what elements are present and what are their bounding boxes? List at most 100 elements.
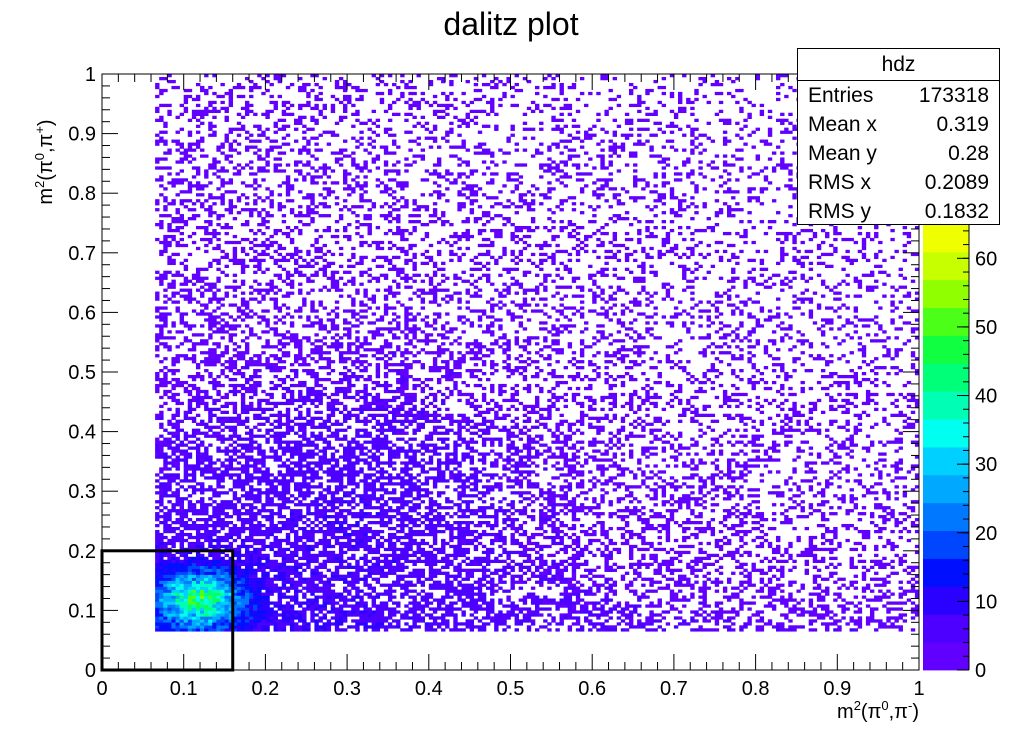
heat-cell bbox=[306, 261, 311, 266]
heat-cell bbox=[236, 571, 242, 575]
heat-cell bbox=[265, 148, 270, 152]
heat-cell bbox=[257, 369, 262, 373]
heat-cell bbox=[347, 333, 352, 337]
heat-cell bbox=[347, 82, 352, 87]
heat-cell bbox=[183, 613, 189, 617]
heat-cell bbox=[191, 556, 197, 561]
heat-cell bbox=[212, 163, 217, 167]
heat-cell bbox=[363, 485, 368, 489]
heat-cell bbox=[249, 434, 254, 438]
heat-cell bbox=[347, 237, 352, 242]
heat-cell bbox=[249, 407, 254, 412]
heat-cell bbox=[355, 88, 360, 93]
heat-cell bbox=[159, 613, 164, 617]
heat-cell bbox=[212, 91, 217, 96]
heat-cell bbox=[269, 407, 274, 412]
heat-cell bbox=[224, 595, 229, 599]
heat-cell bbox=[294, 512, 299, 516]
heat-cell bbox=[289, 595, 295, 599]
heat-cell bbox=[289, 580, 295, 584]
heat-cell bbox=[285, 556, 291, 561]
heat-cell bbox=[240, 223, 246, 227]
heat-cell bbox=[175, 425, 180, 429]
heat-cell bbox=[179, 497, 184, 501]
heat-cell bbox=[375, 515, 381, 519]
heat-cell bbox=[159, 327, 164, 331]
heat-cell bbox=[277, 565, 283, 569]
heat-cell bbox=[351, 500, 356, 504]
heat-cell bbox=[347, 440, 352, 444]
heat-cell bbox=[253, 413, 258, 417]
heat-cell bbox=[347, 556, 352, 561]
heat-cell bbox=[379, 610, 385, 614]
heat-cell bbox=[371, 425, 376, 429]
heat-cell bbox=[195, 398, 201, 403]
heat-cell bbox=[269, 589, 274, 593]
heat-cell bbox=[179, 500, 184, 504]
heat-cell bbox=[220, 625, 225, 629]
heat-cell bbox=[306, 532, 311, 537]
heat-cell bbox=[298, 160, 303, 164]
heat-cell bbox=[183, 312, 189, 316]
heat-cell bbox=[343, 199, 348, 203]
heat-cell bbox=[347, 208, 352, 212]
heat-cell bbox=[179, 485, 184, 489]
heat-cell bbox=[179, 321, 184, 325]
heat-cell bbox=[159, 214, 164, 218]
heat-cell bbox=[220, 330, 225, 334]
heat-cell bbox=[195, 139, 201, 143]
heat-cell bbox=[334, 461, 340, 465]
heat-cell bbox=[367, 273, 372, 277]
heat-cell bbox=[277, 243, 283, 248]
heat-cell bbox=[183, 488, 189, 492]
heat-cell bbox=[253, 529, 258, 534]
heat-cell bbox=[175, 535, 180, 540]
heat-cell bbox=[183, 509, 189, 513]
heat-cell bbox=[371, 386, 376, 391]
heat-cell bbox=[375, 544, 381, 549]
heat-cell bbox=[183, 521, 189, 525]
heat-cell bbox=[220, 270, 225, 274]
heat-cell bbox=[343, 392, 348, 397]
heat-cell bbox=[314, 142, 319, 146]
heat-cell bbox=[355, 357, 360, 361]
heat-cell bbox=[191, 592, 197, 596]
heat-cell bbox=[216, 407, 221, 412]
heat-cell bbox=[265, 610, 270, 614]
heat-cell bbox=[232, 333, 238, 337]
heat-cell bbox=[195, 595, 201, 599]
heat-cell bbox=[322, 625, 327, 629]
heat-cell bbox=[232, 452, 238, 456]
heat-cell bbox=[220, 178, 225, 182]
heat-cell bbox=[375, 366, 381, 370]
heat-cell bbox=[167, 577, 172, 581]
heat-cell bbox=[204, 529, 209, 534]
heat-cell bbox=[273, 568, 278, 572]
heat-cell bbox=[367, 595, 372, 599]
heat-cell bbox=[277, 127, 283, 131]
heat-cell bbox=[253, 372, 258, 376]
heat-cell bbox=[359, 321, 364, 325]
heat-cell bbox=[375, 318, 381, 322]
heat-cell bbox=[224, 208, 229, 212]
heat-cell bbox=[244, 613, 250, 617]
heat-cell bbox=[322, 106, 327, 111]
heat-cell bbox=[204, 169, 209, 173]
heat-cell bbox=[175, 407, 180, 412]
heat-cell bbox=[195, 458, 201, 462]
heat-cell bbox=[298, 383, 303, 388]
heat-cell bbox=[179, 586, 184, 590]
heat-cell bbox=[371, 330, 376, 334]
heat-cell bbox=[326, 142, 332, 146]
heat-cell bbox=[314, 321, 319, 325]
heat-cell bbox=[204, 521, 209, 525]
heat-cell bbox=[163, 595, 168, 599]
heat-cell bbox=[159, 449, 164, 453]
heat-cell bbox=[347, 503, 352, 507]
heat-cell bbox=[232, 148, 238, 152]
heat-cell bbox=[310, 193, 315, 197]
heat-cell bbox=[314, 240, 319, 245]
heat-cell bbox=[375, 374, 381, 379]
heat-cell bbox=[318, 398, 323, 403]
heat-cell bbox=[232, 252, 238, 257]
